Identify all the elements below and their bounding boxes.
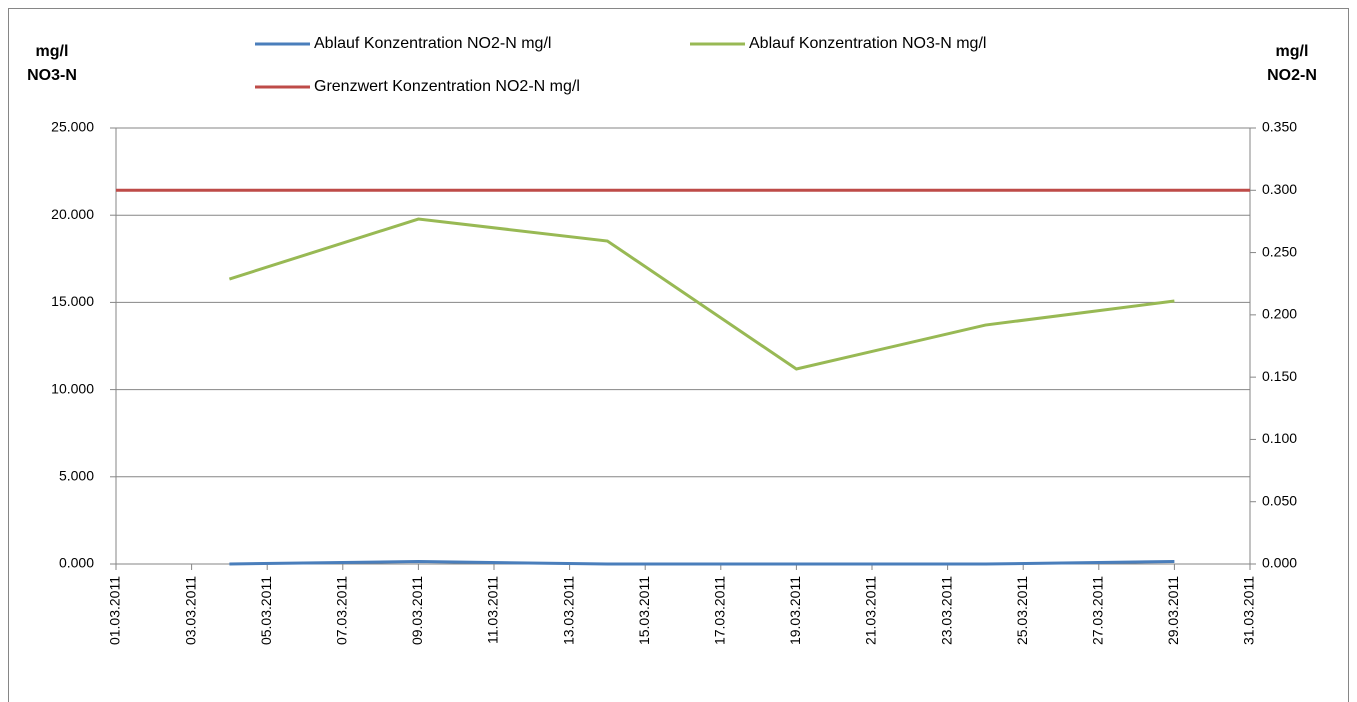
x-tick-label: 23.03.2011 — [938, 576, 954, 645]
legend-label: Grenzwert Konzentration NO2-N mg/l — [314, 78, 580, 95]
y2-tick-label: 0.200 — [1262, 306, 1297, 322]
x-tick-label: 03.03.2011 — [182, 576, 198, 645]
x-tick-label: 27.03.2011 — [1090, 576, 1106, 645]
legend-label: Ablauf Konzentration NO3-N mg/l — [749, 35, 986, 52]
x-tick-label: 09.03.2011 — [409, 576, 425, 645]
y2-axis-title: mg/l — [1276, 43, 1309, 60]
x-tick-label: 17.03.2011 — [712, 576, 728, 645]
y2-tick-label: 0.250 — [1262, 243, 1297, 259]
chart-frame — [8, 8, 1349, 702]
y-tick-label: 10.000 — [51, 380, 94, 396]
y-tick-label: 15.000 — [51, 293, 94, 309]
x-tick-label: 07.03.2011 — [334, 576, 350, 645]
y2-tick-label: 0.350 — [1262, 119, 1297, 135]
y-tick-label: 0.000 — [59, 555, 94, 571]
y-axis-title: NO3-N — [27, 67, 77, 84]
x-tick-label: 21.03.2011 — [863, 576, 879, 645]
y-tick-label: 5.000 — [59, 468, 94, 484]
series-line — [228, 217, 1175, 371]
x-tick-label: 01.03.2011 — [107, 576, 123, 645]
y2-tick-label: 0.100 — [1262, 430, 1297, 446]
series-line — [229, 560, 1175, 566]
y2-tick-label: 0.300 — [1262, 181, 1297, 197]
x-tick-label: 25.03.2011 — [1014, 576, 1030, 645]
y2-tick-label: 0.000 — [1262, 555, 1297, 571]
y2-tick-label: 0.150 — [1262, 368, 1297, 384]
x-tick-label: 13.03.2011 — [560, 576, 576, 645]
y2-tick-label: 0.050 — [1262, 492, 1297, 508]
y2-axis-title: NO2-N — [1267, 67, 1317, 84]
x-tick-label: 15.03.2011 — [636, 576, 652, 645]
x-tick-label: 11.03.2011 — [485, 576, 501, 644]
x-tick-label: 31.03.2011 — [1241, 576, 1257, 645]
y-tick-label: 25.000 — [51, 119, 94, 135]
x-tick-label: 05.03.2011 — [258, 576, 274, 645]
y-axis-title: mg/l — [36, 43, 69, 60]
x-tick-label: 29.03.2011 — [1165, 576, 1181, 645]
y-tick-label: 20.000 — [51, 206, 94, 222]
legend-label: Ablauf Konzentration NO2-N mg/l — [314, 35, 551, 52]
x-tick-label: 19.03.2011 — [787, 576, 803, 645]
